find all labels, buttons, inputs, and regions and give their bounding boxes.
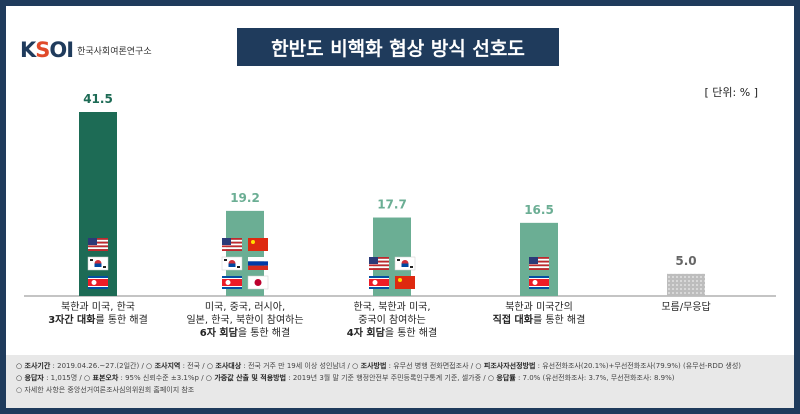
us-flag-icon	[88, 238, 108, 251]
footnote-item: ○ 응답률 : 7.0% (유선전화조사: 3.7%, 무선전화조사: 8.9%…	[487, 374, 675, 382]
footnote-item: ○ 조사방법 : 유무선 병행 전화면접조사 /	[352, 362, 476, 370]
unit-label: [ 단위: % ]	[704, 86, 758, 99]
footnote-line-2: ○ 응답자 : 1,015명 / ○ 표본오차 : 95% 신뢰수준 ±3.1%…	[16, 372, 784, 384]
data-label-4: 5.0	[675, 254, 696, 268]
data-label-3: 16.5	[524, 203, 554, 217]
data-label-1: 19.2	[230, 191, 260, 205]
footnote-item: ○ 조사지역 : 전국 /	[146, 362, 207, 370]
category-label-3-1: 직접 대화를 통한 해결	[493, 313, 586, 326]
chart-title: 한반도 비핵화 협상 방식 선호도	[237, 28, 559, 66]
footnote-item: ○ 조사기간 : 2019.04.26.~27.(2일간) /	[16, 362, 147, 370]
category-label-0-0: 북한과 미국, 한국	[61, 301, 135, 313]
kr-flag-icon	[87, 256, 109, 271]
category-label-2-2: 4자 회담을 통한 해결	[347, 326, 437, 339]
category-label-3-0: 북한과 미국간의	[505, 301, 573, 313]
jp-flag-icon	[247, 275, 269, 290]
category-label-1-2: 6자 회담을 통한 해결	[200, 326, 290, 339]
footnote-reference: 자세한 사항은 중앙선거여론조사심의위원회 홈페이지 참조	[24, 386, 195, 394]
kp-flag-icon	[222, 276, 242, 289]
footnote-item: ○ 표본오차 : 95% 신뢰수준 ±3.1%p /	[83, 374, 206, 382]
survey-footnote: ○ 조사기간 : 2019.04.26.~27.(2일간) / ○ 조사지역 :…	[6, 355, 794, 408]
footnote-item: ○ 피조사자선정방법 : 유선전화조사(20.1%)+무선전화조사(79.9%)…	[475, 362, 742, 370]
footnote-line-3: ○ 자세한 사항은 중앙선거여론조사심의위원회 홈페이지 참조	[16, 386, 195, 394]
us-flag-icon	[369, 257, 389, 270]
ksoi-logo: KSOI 한국사회여론연구소	[20, 38, 152, 62]
category-label-2-0: 한국, 북한과 미국,	[353, 301, 430, 313]
category-label-1-1: 일본, 한국, 북한이 참여하는	[186, 313, 303, 326]
kp-flag-icon	[529, 276, 549, 289]
category-label-2-1: 중국이 참여하는	[358, 313, 426, 326]
kp-flag-icon	[88, 276, 108, 289]
us-flag-icon	[222, 238, 242, 251]
data-label-2: 17.7	[377, 198, 407, 212]
footnote-line-1: ○ 조사기간 : 2019.04.26.~27.(2일간) / ○ 조사지역 :…	[16, 360, 784, 372]
bar-4	[667, 273, 705, 296]
cn-flag-icon	[248, 238, 268, 251]
category-label-1-0: 미국, 중국, 러시아,	[205, 301, 285, 313]
footnote-item: ○ 가중값 산출 및 적용방법 : 2019년 3월 말 기준 행정안전부 주민…	[205, 374, 488, 382]
logo-mark: KSOI	[20, 38, 74, 62]
data-label-0: 41.5	[83, 92, 113, 106]
footnote-item: ○ 조사대상 : 전국 거주 만 19세 이상 성인남녀 /	[206, 362, 353, 370]
category-label-0-1: 3자간 대화를 통한 해결	[48, 313, 148, 326]
kr-flag-icon	[394, 256, 416, 271]
kr-flag-icon	[221, 256, 243, 271]
footnote-item: ○ 응답자 : 1,015명 /	[16, 374, 84, 382]
us-flag-icon	[529, 257, 549, 270]
cn-flag-icon	[395, 276, 415, 289]
ru-flag-icon	[248, 257, 268, 270]
logo-subtitle: 한국사회여론연구소	[77, 46, 152, 57]
kp-flag-icon	[369, 276, 389, 289]
category-label-4-0: 모름/무응답	[661, 301, 710, 313]
